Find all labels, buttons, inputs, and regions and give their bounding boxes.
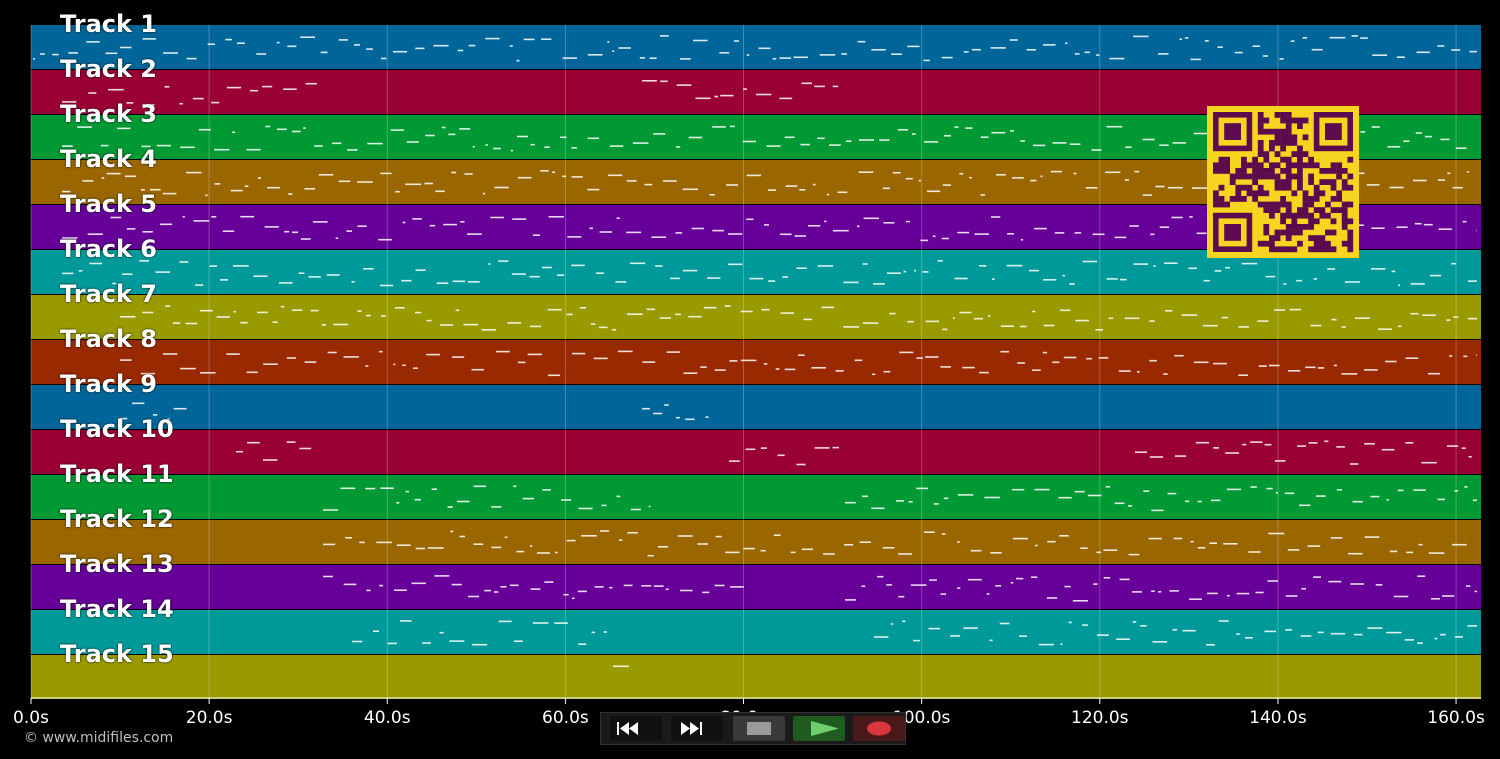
record-button[interactable] [853,716,905,741]
track-lane [31,655,1481,699]
tick-label: 120.0s [1071,708,1129,728]
copyright-text: © www.midifiles.com [24,730,174,746]
track-notes [323,530,1467,557]
stop-icon [747,722,771,735]
transport-bar [600,712,906,745]
track-label: Track 5 [60,190,158,218]
track-label: Track 10 [60,415,174,443]
play-icon [811,721,839,736]
stop-button[interactable] [733,716,785,741]
track-notes [323,575,1477,602]
track-lane [31,25,1481,69]
track-label: Track 14 [60,595,174,623]
track-label: Track 9 [60,370,158,398]
track-label: Track 3 [60,100,158,128]
track-notes [120,305,1477,331]
rewind-icon [617,722,638,735]
track-lane [31,340,1481,384]
fast-forward-button[interactable] [671,716,723,741]
tick-label: 20.0s [185,708,233,728]
fast-forward-icon [681,722,702,735]
track-notes [120,350,1477,377]
rewind-button[interactable] [610,716,662,741]
tick-label: 60.0s [542,708,589,728]
play-button[interactable] [793,716,845,741]
track-notes [62,80,839,106]
track-notes [323,485,1477,512]
track-label: Track 2 [60,55,158,83]
track-notes [120,402,709,421]
track-lane [31,430,1481,474]
track-label: Track 6 [60,235,158,263]
track-label: Track 7 [60,280,158,308]
record-icon [867,721,891,736]
track-notes [33,35,1477,62]
track-label: Track 8 [60,325,158,353]
track-label: Track 12 [60,505,174,533]
track-notes [352,620,1477,646]
qr-code [1207,106,1359,258]
track-lane [31,565,1481,609]
tick-label: 40.0s [363,708,411,728]
tick-label: 100.0s [892,708,951,728]
track-notes [62,260,1477,287]
tick-label: 0.0s [13,708,49,728]
tick-label: 140.0s [1249,708,1307,728]
tick-label: 160.0s [1427,708,1485,728]
track-label: Track 4 [60,145,158,173]
track-label: Track 13 [60,550,174,578]
track-lane [31,475,1481,519]
track-lane [31,520,1481,564]
track-notes [613,665,629,668]
track-notes [236,440,1472,466]
track-label: Track 15 [60,640,174,668]
track-lane [31,385,1481,429]
track-label: Track 11 [60,460,174,488]
track-label: Track 1 [60,10,158,38]
track-lane [31,295,1481,339]
track-lane [31,610,1481,654]
